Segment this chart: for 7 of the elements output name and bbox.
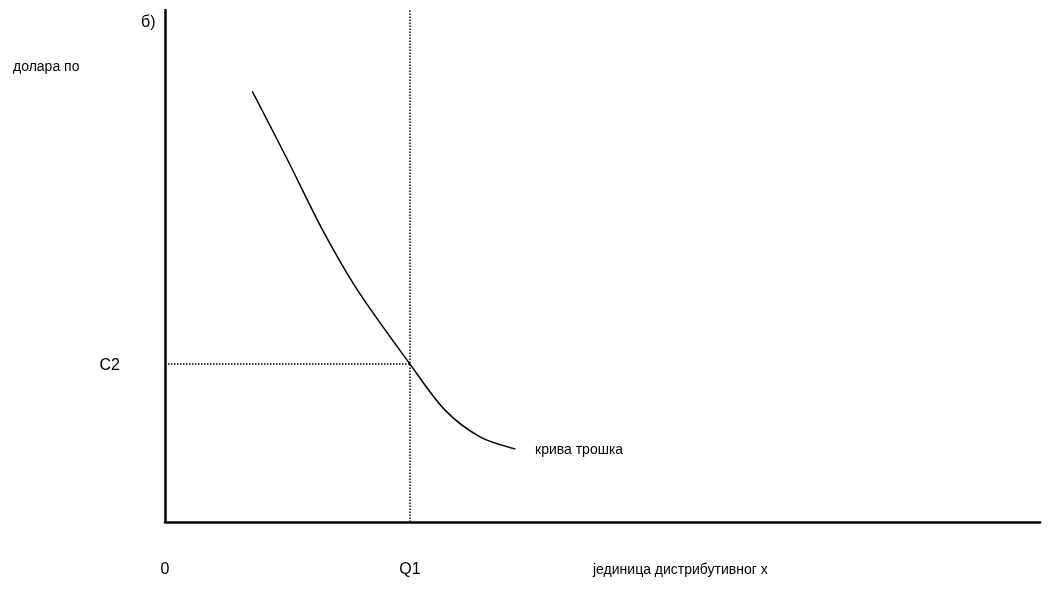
x-tick-label: 0 xyxy=(160,559,170,577)
ref-line-label: C2 xyxy=(99,355,121,373)
text: долара по xyxy=(13,58,80,74)
x-axis-title: јединица дистрибутивног х xyxy=(592,561,768,577)
chart-title: б) xyxy=(141,12,156,30)
series-label: крива трошка xyxy=(535,440,624,457)
x-tick-label: Q1 xyxy=(399,559,421,577)
